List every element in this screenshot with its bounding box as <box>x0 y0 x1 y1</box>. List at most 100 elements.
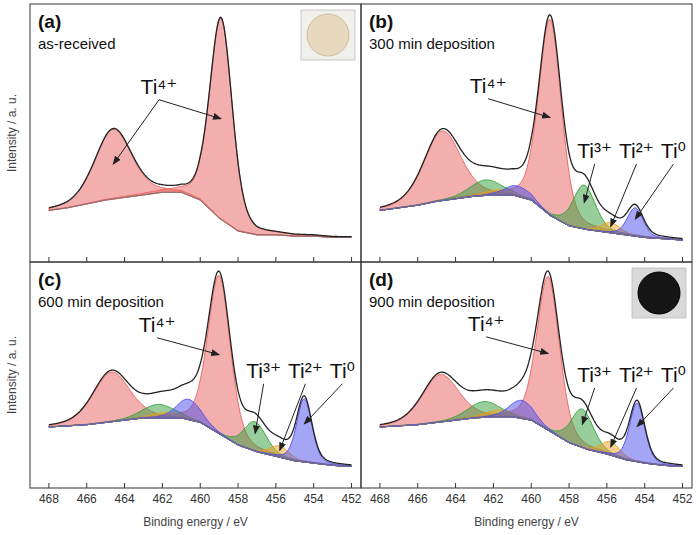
x-tick <box>238 257 239 262</box>
x-tick-label: 464 <box>446 492 466 506</box>
background-line <box>380 195 683 240</box>
frame <box>30 4 361 262</box>
frame <box>30 262 361 488</box>
panel-letter: (d) <box>369 269 393 290</box>
component-peak <box>380 195 683 240</box>
x-tick <box>493 483 494 488</box>
label-arrow <box>637 388 673 427</box>
x-tick <box>48 483 49 488</box>
component-peak <box>49 399 352 466</box>
label-arrow <box>582 388 594 424</box>
component-peak <box>380 131 683 240</box>
x-tick <box>275 483 276 488</box>
panel-subtitle: 300 min deposition <box>369 35 495 52</box>
x-axis-title: Binding energy / eV <box>474 515 579 529</box>
y-axis-title: Intensity / a. u. <box>5 94 19 172</box>
label-arrow <box>159 100 221 119</box>
x-tick <box>417 483 418 488</box>
component-peak <box>49 372 352 467</box>
component-peak <box>380 180 683 240</box>
x-tick <box>682 483 683 488</box>
species-label: Ti⁰ <box>330 359 355 382</box>
x-tick <box>200 257 201 262</box>
x-tick-label: 466 <box>77 492 97 506</box>
x-tick-label: 462 <box>152 492 172 506</box>
species-label: Ti³⁺ <box>246 359 281 382</box>
x-tick <box>644 483 645 488</box>
x-tick-label: 464 <box>115 492 135 506</box>
y-axis-title: Intensity / a. u. <box>5 336 19 414</box>
component-peak <box>380 185 683 240</box>
background-line <box>380 417 683 467</box>
x-tick-label: 468 <box>370 492 390 506</box>
x-tick <box>124 257 125 262</box>
x-tick-label: 456 <box>266 492 286 506</box>
label-arrow <box>611 164 637 227</box>
species-label: Ti⁴⁺ <box>141 75 178 98</box>
x-tick <box>455 483 456 488</box>
x-tick-label: 466 <box>408 492 428 506</box>
species-labels: Ti⁴⁺ <box>113 75 221 164</box>
x-tick-label: 460 <box>521 492 541 506</box>
x-tick-label: 452 <box>673 492 693 506</box>
panel-letter: (b) <box>369 11 393 32</box>
label-arrow <box>255 384 264 434</box>
species-labels: Ti⁴⁺Ti³⁺Ti²⁺Ti⁰ <box>468 312 686 447</box>
x-tick <box>86 257 87 262</box>
frame <box>361 4 692 262</box>
x-tick <box>162 483 163 488</box>
x-tick <box>682 257 683 262</box>
label-arrow <box>584 164 594 203</box>
label-arrow <box>611 388 637 447</box>
species-labels: Ti⁴⁺Ti³⁺Ti²⁺Ti⁰ <box>470 74 686 227</box>
inset-photo <box>632 268 686 318</box>
x-tick <box>606 483 607 488</box>
species-labels: Ti⁴⁺ Ti³⁺ Ti²⁺ Ti⁰ <box>139 313 355 451</box>
x-tick <box>124 483 125 488</box>
x-tick <box>569 257 570 262</box>
x-tick-label: 452 <box>342 492 362 506</box>
species-label: Ti⁰ <box>661 363 686 386</box>
panel: 468466464462460458456454452Binding energ… <box>361 262 693 529</box>
component-peak <box>49 399 352 467</box>
panel: Intensity / a. u.(a)as-receivedTi⁴⁺ <box>5 4 361 262</box>
x-tick-label: 468 <box>39 492 59 506</box>
x-tick-label: 454 <box>635 492 655 506</box>
species-label: Ti²⁺ <box>619 363 654 386</box>
label-arrow <box>635 164 673 219</box>
panel-letter: (a) <box>38 11 61 32</box>
species-label: Ti⁴⁺ <box>139 313 176 336</box>
component-peak <box>380 186 683 240</box>
x-tick-label: 456 <box>597 492 617 506</box>
x-tick <box>417 257 418 262</box>
inset-sample <box>638 272 680 314</box>
x-tick <box>531 257 532 262</box>
panel: (b) 300 min deposition Ti⁴⁺Ti³⁺Ti²⁺Ti⁰ <box>361 4 692 262</box>
x-tick-label: 454 <box>304 492 324 506</box>
label-arrow <box>488 99 550 118</box>
x-tick <box>351 257 352 262</box>
component-peak <box>380 195 683 240</box>
species-label: Ti³⁺ <box>577 363 612 386</box>
x-tick <box>569 483 570 488</box>
component-peak <box>49 129 352 237</box>
label-arrow <box>280 384 306 451</box>
panel: 468466464462460458456454452Binding energ… <box>5 262 362 529</box>
component-peak <box>380 400 683 466</box>
x-tick <box>493 257 494 262</box>
species-label: Ti²⁺ <box>288 359 323 382</box>
x-tick-label: 462 <box>483 492 503 506</box>
x-tick <box>200 483 201 488</box>
label-arrow <box>486 337 548 354</box>
x-tick <box>379 257 380 262</box>
inset-sample <box>307 14 349 56</box>
x-tick <box>351 483 352 488</box>
x-tick <box>275 257 276 262</box>
x-tick <box>48 257 49 262</box>
x-tick <box>313 257 314 262</box>
label-arrow <box>304 384 342 424</box>
component-peak <box>380 19 683 240</box>
x-tick <box>455 257 456 262</box>
x-tick-label: 460 <box>190 492 210 506</box>
species-label: Ti³⁺ <box>577 139 612 162</box>
